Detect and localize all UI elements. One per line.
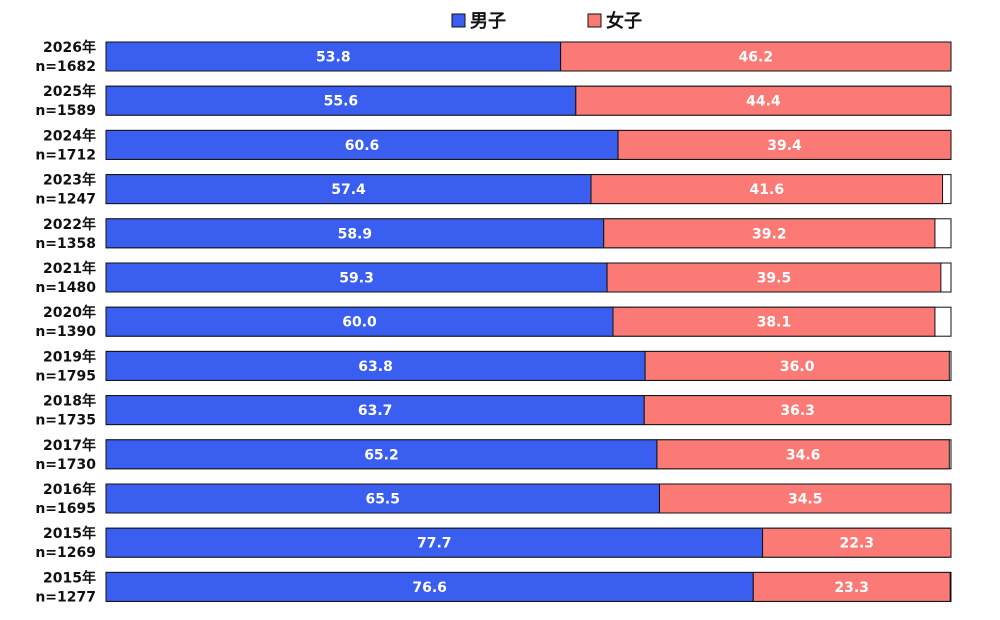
row-label-year: 2018年 (43, 393, 96, 410)
row-label-n: n=1695 (35, 501, 96, 517)
row-label-n: n=1277 (35, 589, 96, 605)
bar-segment-boys (105, 350, 646, 381)
bar-segment-boys (105, 41, 562, 72)
bar-segment-girls (606, 262, 942, 293)
legend-swatch-girls (587, 13, 602, 28)
value-label-boys: 76.6 (412, 580, 447, 596)
value-label-boys: 63.7 (358, 403, 393, 419)
value-label-girls: 38.1 (757, 315, 792, 331)
row-label-year: 2021年 (43, 260, 96, 277)
value-label-boys: 60.0 (342, 315, 377, 331)
bar-segment-boys (105, 218, 605, 249)
bar-segment-boys (105, 571, 754, 602)
bar-segment-boys (105, 306, 614, 337)
bar-segment-girls (617, 129, 952, 160)
value-label-girls: 23.3 (834, 580, 869, 596)
value-label-boys: 57.4 (331, 182, 366, 198)
bar-segment-girls (560, 41, 952, 72)
bar-segment-girls (590, 174, 944, 205)
row-label-n: n=1589 (35, 103, 96, 119)
value-label-boys: 63.8 (358, 359, 393, 375)
legend-label-girls: 女子 (606, 10, 642, 32)
row-label-n: n=1269 (35, 545, 96, 561)
legend-label-boys: 男子 (470, 11, 506, 32)
row-label-year: 2017年 (43, 437, 96, 454)
bar-segment-boys (105, 129, 619, 160)
value-label-boys: 65.5 (365, 492, 400, 508)
value-label-boys: 53.8 (316, 50, 351, 66)
legend: 男子 女子 (451, 10, 642, 32)
legend-swatch-boys (451, 13, 466, 28)
value-label-girls: 34.5 (788, 492, 823, 508)
row-label-year: 2020年 (43, 304, 96, 321)
bar-segment-boys (105, 439, 658, 470)
row-label-n: n=1730 (35, 457, 96, 473)
value-label-girls: 46.2 (739, 50, 774, 66)
row-label-year: 2023年 (43, 172, 96, 189)
row-label-n: n=1712 (35, 147, 96, 163)
value-label-girls: 39.4 (767, 138, 802, 154)
value-label-boys: 77.7 (417, 536, 452, 552)
bar-segment-girls (575, 85, 952, 116)
row-label-n: n=1480 (35, 280, 96, 296)
row-label-n: n=1390 (35, 324, 96, 340)
value-label-girls: 39.2 (752, 226, 787, 242)
row-label-year: 2022年 (43, 216, 96, 233)
bar-segment-girls (643, 395, 952, 426)
value-label-girls: 44.4 (746, 94, 781, 110)
value-label-boys: 59.3 (339, 271, 374, 287)
value-label-girls: 36.0 (780, 359, 815, 375)
value-label-girls: 39.5 (757, 271, 792, 287)
bars: 53.8 46.2 55.6 44.4 60.6 39.4 57.4 41.6 58.9 39.2… (105, 41, 952, 602)
bar-segment-girls (603, 218, 936, 249)
bar-segment-boys (105, 527, 764, 558)
bar-segment-boys (105, 85, 577, 116)
value-label-girls: 41.6 (750, 182, 785, 198)
row-label-n: n=1735 (35, 413, 96, 429)
row-label-n: n=1247 (35, 192, 96, 208)
row-label-year: 2024年 (43, 127, 96, 144)
bar-segment-girls (644, 350, 950, 381)
value-label-girls: 34.6 (786, 447, 821, 463)
row-label-year: 2015年 (43, 569, 96, 586)
row-label-year: 2015年 (43, 525, 96, 542)
value-label-boys: 58.9 (338, 226, 373, 242)
bar-segment-girls (656, 439, 950, 470)
row-label-n: n=1358 (35, 236, 96, 252)
row-label-n: n=1682 (35, 59, 96, 75)
row-label-year: 2019年 (43, 348, 96, 365)
value-label-boys: 65.2 (364, 447, 399, 463)
bar-segment-girls (612, 306, 936, 337)
row-label-year: 2016年 (43, 481, 96, 498)
bar-segment-girls (658, 483, 952, 514)
value-label-boys: 60.6 (345, 138, 380, 154)
row-label-year: 2025年 (43, 83, 96, 100)
row-label-n: n=1795 (35, 368, 96, 384)
bar-segment-boys (105, 262, 608, 293)
row-labels: 2026年 n=1682 2025年 n=1589 2024年 n=1712 2023年 n=… (35, 39, 96, 605)
value-label-girls: 36.3 (780, 403, 815, 419)
value-label-girls: 22.3 (840, 536, 875, 552)
bar-segment-girls (762, 527, 952, 558)
bar-segment-girls (752, 571, 951, 602)
row-label-year: 2026年 (43, 39, 96, 56)
value-label-boys: 55.6 (324, 94, 359, 110)
